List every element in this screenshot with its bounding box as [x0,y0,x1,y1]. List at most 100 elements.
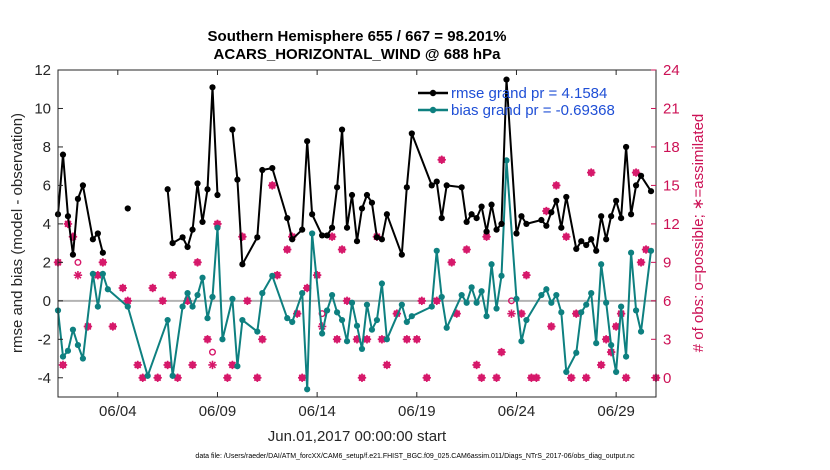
legend-bias-marker [429,106,437,114]
obs-assimilated-marker [587,168,596,177]
bias-point [199,274,206,281]
rmse-point [214,191,221,199]
rmse-point [209,84,216,91]
obs-assimilated-marker [532,373,541,382]
bias-point [304,386,311,393]
obs-assimilated-marker [552,181,561,190]
y-tick-label: 10 [34,100,51,117]
x-axis-ticks: 06/04 06/09 06/14 06/19 06/24 06/29 [99,70,635,420]
bias-point [89,270,96,277]
bias-point [518,338,525,345]
bias-point [309,230,316,237]
right-y-tick-label: 24 [663,62,680,79]
x-tick-label: 06/09 [199,403,237,420]
bias-point [613,368,620,376]
bias-point [259,290,266,297]
bias-point [94,303,101,310]
legend: rmse grand pr = 4.1584 bias grand pr = -… [418,85,615,119]
bias-point [573,349,580,356]
obs-assimilated-marker [422,373,431,382]
bias-point [69,326,77,333]
bias-point [558,309,565,316]
obs-assimilated-marker [352,335,362,344]
rmse-series-group [54,76,655,268]
rmse-point [438,215,445,222]
bias-point [254,328,261,335]
rmse-point [403,184,410,191]
rmse-point [647,188,655,195]
rmse-point [59,151,67,158]
obs-assimilated-marker [73,270,83,280]
bias-point [169,372,176,379]
obs-assimilated-marker [611,322,621,331]
bias-point [104,286,111,293]
obs-assimilated-marker [497,347,506,357]
bias-point [608,341,615,349]
rmse-point [358,205,366,212]
rmse-point [373,234,381,241]
obs-assimilated-marker [357,373,367,382]
bias-point [553,291,560,299]
obs-assimilated-marker [492,373,501,382]
rmse-point [169,240,176,247]
rmse-point [363,191,371,199]
rmse-point [333,184,341,191]
rmse-point [428,182,435,189]
obs-assimilated-marker [562,232,571,241]
rmse-point [618,215,625,222]
obs-assimilated-marker [447,258,456,267]
obs-assimilated-marker [377,335,387,344]
bias-point [523,316,530,324]
rmse-point [368,199,376,206]
bias-point [219,336,226,343]
bias-point [498,272,505,279]
bias-point [433,247,440,254]
obs-assimilated-marker [522,270,531,280]
rmse-point [573,245,580,252]
rmse-point [284,215,291,222]
rmse-point [443,182,450,189]
bias-point [458,291,465,299]
rmse-line [166,86,219,248]
bias-point [124,303,131,310]
bias-point [593,340,600,347]
bias-point [428,303,435,310]
rmse-point [324,232,331,239]
x-tick-label: 06/24 [498,403,536,420]
obs-assimilated-marker [188,360,197,370]
y-tick-label: -2 [38,331,51,348]
rmse-point [304,138,311,145]
obs-assimilated-marker [402,335,412,344]
right-y-axis-ticks: 0 3 6 9 12 15 18 21 24 [651,62,680,387]
bias-point [324,307,331,314]
bias-point [79,355,87,362]
rmse-point [99,249,106,256]
rmse-point [513,230,520,237]
rmse-point [79,182,87,189]
y-tick-label: 4 [43,216,51,233]
rmse-point [199,218,206,226]
bias-point [583,301,590,308]
obs-assimilated-marker [477,373,486,382]
bias-point [588,290,595,297]
obs-assimilated-marker [462,245,471,254]
rmse-point [498,220,505,227]
bias-point [319,330,326,337]
rmse-point [229,126,236,133]
rmse-point [64,213,72,220]
bias-point [637,328,645,335]
obs-assimilated-marker [582,373,591,382]
rmse-point [124,205,131,212]
obs-assimilated-marker [58,360,68,370]
bias-point [398,301,405,308]
obs-assimilated-marker [437,155,446,164]
bias-point [468,284,475,291]
rmse-point [194,180,201,187]
bias-point [408,313,415,320]
rmse-point [234,176,241,183]
obs-assimilated-marker [567,373,576,382]
bias-point [209,293,216,301]
obs-assimilated-marker [223,373,232,382]
x-tick-label: 06/19 [398,403,436,420]
bias-point [618,303,625,310]
